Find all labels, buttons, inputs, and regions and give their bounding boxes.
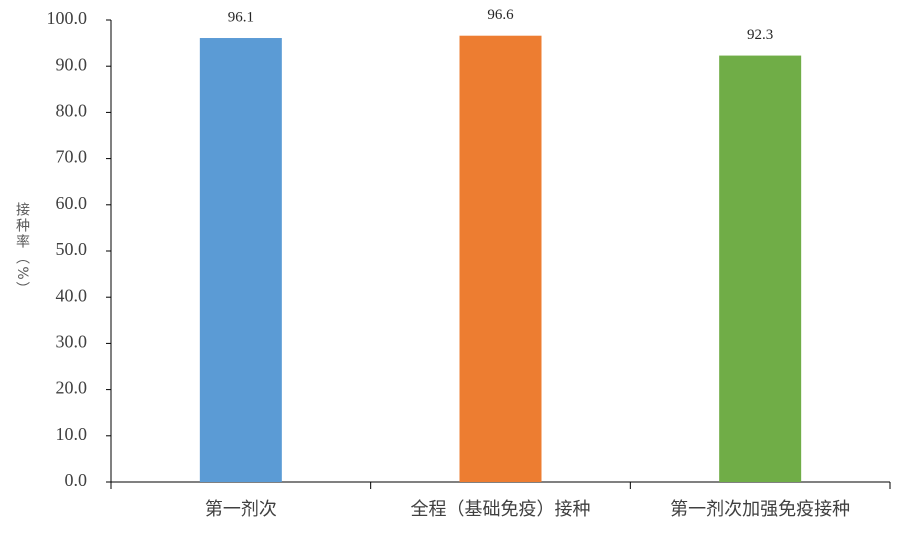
y-tick-label: 70.0: [56, 147, 88, 167]
y-tick-label: 50.0: [56, 239, 88, 259]
y-tick-label: 100.0: [47, 8, 88, 28]
y-tick-label: 80.0: [56, 101, 88, 121]
y-tick-label: 10.0: [56, 424, 88, 444]
data-label: 92.3: [747, 27, 773, 43]
y-axis-label: 接种率（%）: [14, 202, 30, 298]
bar: [459, 35, 542, 482]
bar: [199, 38, 282, 482]
y-tick-label: 0.0: [65, 470, 88, 490]
x-tick-label: 第一剂次加强免疫接种: [670, 499, 850, 520]
y-tick-label: 40.0: [56, 285, 88, 305]
y-tick-label: 30.0: [56, 332, 88, 352]
x-tick-label: 第一剂次: [205, 499, 277, 520]
y-tick-label: 90.0: [56, 54, 88, 74]
x-tick-label: 全程（基础免疫）接种: [411, 499, 591, 520]
y-tick-label: 20.0: [56, 378, 88, 398]
y-tick-label: 60.0: [56, 193, 88, 213]
data-label: 96.1: [228, 9, 254, 25]
data-label: 96.6: [487, 7, 514, 23]
bar: [719, 55, 802, 482]
